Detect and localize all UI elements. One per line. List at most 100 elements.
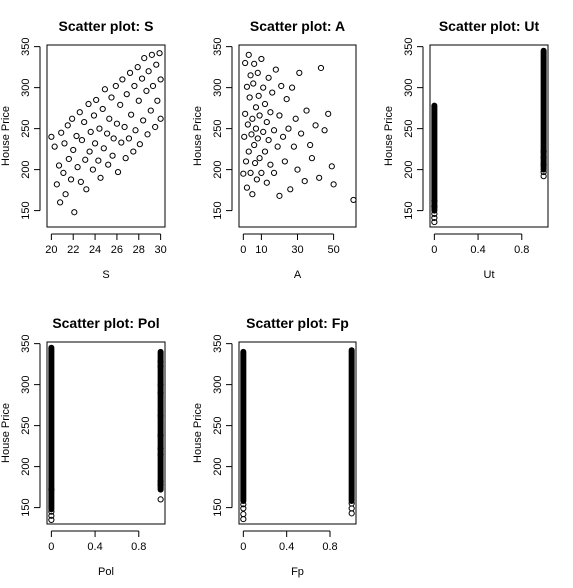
y-tick-label: 300 — [403, 78, 415, 96]
data-point — [241, 133, 248, 140]
data-point — [248, 131, 255, 138]
data-point — [114, 168, 122, 176]
y-tick-label: 200 — [403, 160, 415, 178]
y-tick-label: 300 — [212, 375, 224, 393]
x-tick-label: 28 — [133, 244, 145, 256]
data-point — [117, 101, 124, 108]
y-tick-label: 350 — [403, 37, 415, 55]
data-point — [122, 155, 129, 162]
y-tick-label: 300 — [212, 78, 224, 96]
data-point — [254, 69, 261, 76]
data-point — [330, 181, 337, 188]
y-tick-label: 350 — [20, 37, 32, 55]
x-tick-label: 0.4 — [279, 541, 294, 553]
data-point — [157, 389, 164, 396]
data-point — [240, 170, 247, 177]
y-axis-label: House Price — [383, 106, 395, 166]
data-point — [83, 186, 90, 193]
x-tick-label: 50 — [327, 244, 339, 256]
data-point — [85, 100, 92, 108]
data-point — [261, 148, 269, 155]
data-point — [276, 112, 283, 119]
data-point — [135, 97, 142, 104]
data-point — [109, 152, 116, 159]
data-point — [269, 89, 276, 96]
data-point — [328, 163, 335, 170]
data-point — [242, 110, 249, 117]
data-point — [267, 161, 274, 168]
data-point — [157, 381, 164, 388]
plot-title: Scatter plot: Pol — [52, 315, 159, 331]
data-point — [278, 82, 285, 90]
y-tick-label: 300 — [20, 375, 32, 393]
data-point — [260, 128, 267, 136]
data-point — [87, 128, 94, 136]
data-point — [261, 100, 269, 108]
x-axis-label: Pol — [98, 566, 114, 578]
data-point — [55, 162, 63, 169]
data-point — [99, 105, 106, 113]
data-point — [86, 148, 93, 155]
data-point — [157, 481, 164, 488]
data-point — [316, 174, 323, 181]
data-point — [128, 111, 135, 118]
data-point — [106, 115, 113, 122]
data-point — [272, 66, 279, 73]
data-point — [247, 169, 254, 176]
x-tick-label: 30 — [291, 244, 303, 256]
data-point — [157, 412, 164, 419]
point-column — [157, 348, 164, 493]
data-point — [147, 107, 154, 114]
x-axis-label: Ut — [484, 269, 495, 281]
data-point — [265, 136, 272, 144]
data-point — [96, 125, 103, 132]
data-point — [130, 148, 137, 155]
x-tick-label: 0.4 — [87, 541, 102, 553]
data-point — [243, 83, 251, 90]
y-tick-label: 150 — [403, 201, 415, 219]
data-point — [90, 112, 98, 119]
x-axis-label: S — [102, 269, 109, 281]
data-point — [112, 82, 119, 90]
data-point — [148, 51, 155, 58]
data-point — [62, 191, 69, 198]
data-point — [350, 196, 357, 204]
data-point — [157, 478, 164, 485]
data-point — [290, 143, 297, 150]
data-point — [69, 115, 76, 122]
data-point — [256, 155, 263, 162]
data-point — [73, 132, 80, 140]
data-point — [281, 158, 288, 165]
data-point — [301, 177, 308, 185]
y-axis-label: House Price — [0, 403, 12, 463]
data-point — [321, 127, 328, 134]
data-point — [294, 166, 301, 173]
data-point — [240, 501, 247, 508]
plot-title: Scatter plot: S — [59, 18, 154, 34]
y-tick-label: 150 — [20, 201, 32, 219]
data-point — [256, 112, 263, 119]
data-point — [51, 143, 58, 150]
x-tick-label: 0.4 — [470, 244, 485, 256]
data-point — [152, 123, 159, 131]
data-point — [270, 127, 278, 134]
data-point — [251, 159, 259, 167]
panel-s: Scatter plot: S 20 22 24 26 28 30 S 150 200 250 300… — [0, 18, 167, 281]
data-point — [431, 203, 438, 210]
data-point — [287, 186, 294, 193]
point-column — [48, 344, 55, 513]
y-tick-label: 350 — [212, 334, 224, 352]
data-point — [265, 74, 272, 81]
plot-frame — [238, 44, 357, 228]
x-tick-label: 10 — [255, 244, 267, 256]
x-tick-label: 30 — [155, 244, 167, 256]
data-point — [156, 50, 163, 57]
data-point — [91, 140, 99, 147]
data-point — [252, 104, 260, 111]
data-point — [298, 130, 305, 137]
data-point — [57, 199, 64, 206]
data-point — [61, 140, 68, 147]
plot-title: Scatter plot: Ut — [439, 18, 540, 34]
data-point — [76, 109, 83, 116]
data-point — [113, 120, 121, 127]
